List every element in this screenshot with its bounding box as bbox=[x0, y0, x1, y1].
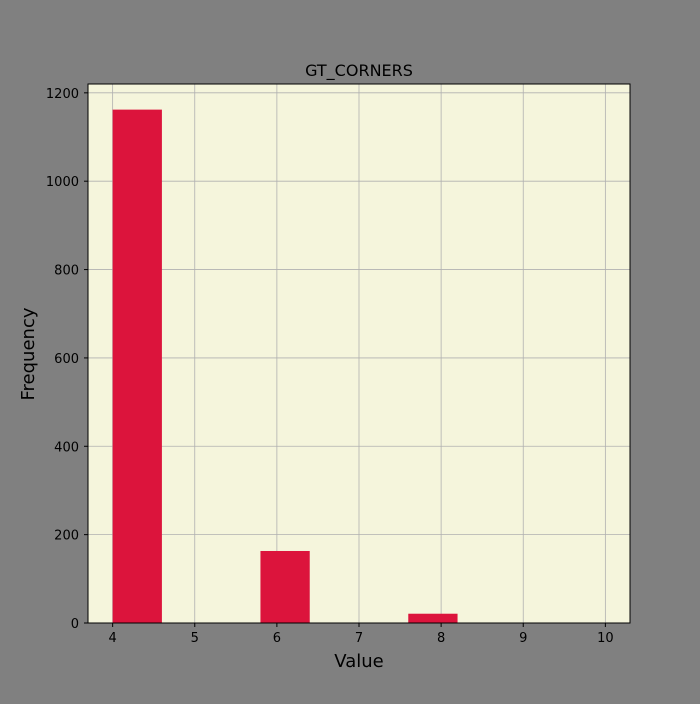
y-tick-label: 1200 bbox=[46, 87, 79, 102]
y-axis-label: Frequency bbox=[18, 307, 39, 400]
x-tick-label: 10 bbox=[597, 631, 614, 646]
x-tick-label: 9 bbox=[519, 631, 527, 646]
y-tick-label: 0 bbox=[71, 617, 79, 632]
y-tick-label: 800 bbox=[54, 264, 79, 279]
x-tick-label: 4 bbox=[108, 631, 116, 646]
x-tick-label: 7 bbox=[355, 631, 363, 646]
histogram-bar bbox=[112, 109, 162, 624]
axes: 4 5 6 7 8 9 10 0 200 400 600 800 1000 1200 bbox=[46, 83, 631, 646]
y-tick-label: 600 bbox=[54, 352, 79, 367]
y-tick-label: 200 bbox=[54, 529, 79, 544]
x-axis-label: Value bbox=[334, 651, 383, 672]
x-tick-label: 8 bbox=[437, 631, 445, 646]
chart-title: GT_CORNERS bbox=[305, 61, 413, 81]
histogram-bar bbox=[260, 550, 310, 623]
x-tick-label: 6 bbox=[273, 631, 281, 646]
y-tick-label: 400 bbox=[54, 440, 79, 455]
y-tick-label: 1000 bbox=[46, 175, 79, 190]
histogram-bar bbox=[408, 613, 458, 623]
bars bbox=[112, 109, 458, 624]
x-tick-label: 5 bbox=[191, 631, 199, 646]
